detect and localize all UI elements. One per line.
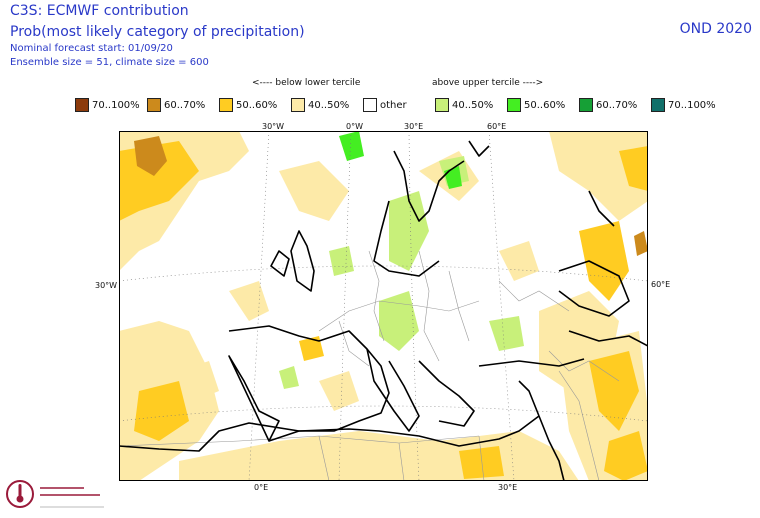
top-coord-label: 30°W [262,122,285,131]
legend-label: 70..100% [92,99,140,111]
legend-label: 40..50% [452,99,494,111]
bottom-coord-label: 30°E [498,483,518,492]
map-frame [119,131,648,481]
top-coord-label: 30°E [404,122,424,131]
legend-item: 40..50% [435,97,493,113]
copernicus-logo [6,480,104,508]
legend-item: 70..100% [651,97,716,113]
legend-swatch [219,98,233,112]
logo-thermometer [18,484,22,498]
season-label: OND 2020 [679,21,752,37]
legend-swatch [75,98,89,112]
legend-swatch [363,98,377,112]
logo-ring [6,480,34,508]
legend-swatch [579,98,593,112]
below-60-70-regions [134,136,648,256]
top-coord-label: 0°W [346,122,363,131]
legend-item: 50..60% [507,97,565,113]
above-tercile-label: above upper tercile ----> [432,78,544,88]
chart-subtitle: Prob(most likely category of precipitati… [10,24,305,40]
coastlines [119,140,648,481]
left-coord-label: 30°W [95,281,118,290]
logo-bulb [16,495,24,503]
legend-item: other [363,97,407,113]
legend-swatch [507,98,521,112]
top-coord-label: 60°E [487,122,507,131]
legend-label: 50..60% [236,99,278,111]
legend-item: 50..60% [219,97,277,113]
legend-item: 70..100% [75,97,140,113]
legend-item: 40..50% [291,97,349,113]
ensemble-size-label: Ensemble size = 51, climate size = 600 [10,57,209,68]
country-borders [119,250,620,481]
forecast-start-label: Nominal forecast start: 01/09/20 [10,43,173,54]
legend-label: 50..60% [524,99,566,111]
bottom-coord-label: 0°E [254,483,269,492]
below-50-60-regions [119,141,648,481]
legend-item: 60..70% [579,97,637,113]
legend-swatch [435,98,449,112]
legend-label: other [380,99,407,111]
legend-label: 70..100% [668,99,716,111]
legend-swatch [291,98,305,112]
chart-title: C3S: ECMWF contribution [10,3,189,19]
color-legend: 70..100% 60..70% 50..60% 40..50% other 4… [0,97,760,115]
below-tercile-label: <---- below lower tercile [252,78,361,88]
legend-swatch [147,98,161,112]
legend-label: 60..70% [596,99,638,111]
legend-item: 60..70% [147,97,205,113]
right-coord-label: 60°E [651,280,671,289]
europe-precipitation-map [119,131,648,481]
legend-label: 40..50% [308,99,350,111]
legend-label: 60..70% [164,99,206,111]
legend-swatch [651,98,665,112]
